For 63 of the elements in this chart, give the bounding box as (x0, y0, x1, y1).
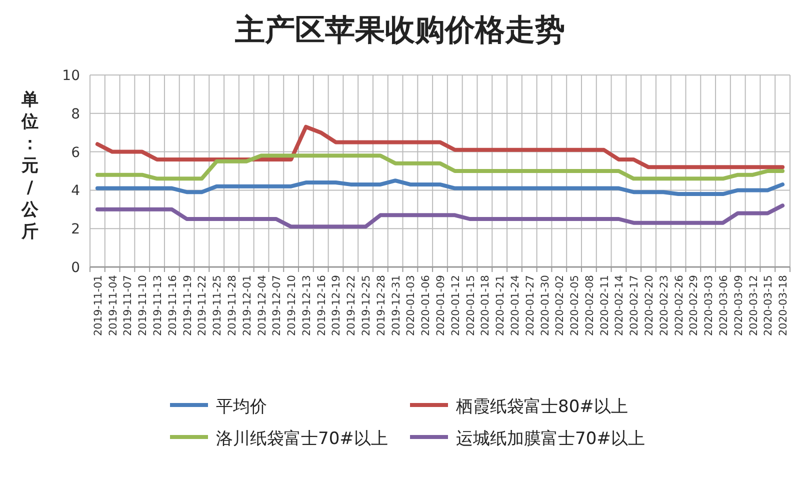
x-tick-label: 2020-03-03 (703, 275, 716, 336)
x-tick-label: 2020-02-20 (644, 275, 656, 336)
x-tick-label: 2020-01-03 (405, 275, 418, 336)
x-tick-label: 2019-12-07 (271, 275, 284, 336)
x-tick-label: 2020-01-12 (450, 275, 462, 336)
line-series (95, 178, 785, 196)
line-series (95, 124, 785, 170)
x-tick-label: 2019-12-13 (300, 275, 313, 336)
x-tick-label: 2019-11-07 (122, 275, 134, 336)
x-tick-label: 2019-12-01 (241, 275, 254, 336)
x-tick-label: 2020-01-30 (539, 275, 552, 336)
chart-title: 主产区苹果收购价格走势 (234, 13, 565, 48)
x-tick-label: 2020-01-06 (420, 274, 432, 336)
x-tick-label: 2019-12-19 (330, 275, 343, 336)
x-tick-label: 2020-03-12 (748, 275, 760, 336)
x-tick-label: 2019-11-13 (152, 275, 164, 336)
x-tick-label: 2020-01-21 (494, 275, 507, 336)
y-axis-title: 单位：元/公斤 (20, 90, 40, 242)
legend-label: 栖霞纸袋富士80#以上 (455, 397, 628, 417)
x-tick-label: 2020-02-11 (598, 275, 611, 336)
x-tick-label: 2019-11-16 (166, 274, 179, 336)
x-tick-label: 2019-12-25 (360, 275, 373, 336)
legend-label: 平均价 (216, 397, 267, 417)
y-tick-label: 8 (71, 106, 80, 122)
x-tick-label: 2019-11-22 (196, 275, 209, 336)
x-tick-label: 2020-03-06 (718, 274, 730, 336)
x-tick-label: 2020-03-18 (778, 275, 790, 336)
x-tick-label: 2020-01-27 (524, 275, 536, 336)
x-tick-label: 2019-12-28 (375, 275, 388, 336)
x-tick-label: 2020-02-26 (673, 274, 686, 336)
x-tick-label: 2020-01-18 (480, 275, 492, 336)
x-tick-label: 2020-02-23 (658, 275, 670, 336)
x-tick-label: 2019-11-01 (92, 275, 104, 336)
x-tick-label: 2020-02-05 (569, 275, 582, 336)
x-tick-label: 2020-02-02 (554, 275, 566, 336)
legend-label: 运城纸加膜富士70#以上 (456, 429, 645, 449)
x-tick-label: 2020-03-15 (762, 275, 775, 336)
x-tick-label: 2019-11-10 (137, 275, 150, 336)
x-tick-label: 2020-01-15 (464, 275, 477, 336)
x-tick-label: 2020-03-09 (732, 275, 745, 336)
x-tick-label: 2019-12-31 (390, 275, 402, 336)
x-tick-label: 2020-02-14 (614, 274, 626, 336)
x-tick-label: 2020-01-09 (435, 275, 447, 336)
y-tick-label: 4 (71, 183, 80, 200)
x-tick-label: 2020-01-24 (509, 274, 522, 336)
x-tick-label: 2019-11-28 (226, 275, 238, 336)
y-tick-label: 6 (71, 144, 80, 161)
x-tick-label: 2019-11-25 (212, 275, 224, 336)
y-tick-label: 2 (71, 222, 80, 238)
x-tick-label: 2020-02-29 (688, 275, 700, 336)
x-tick-label: 2019-11-04 (107, 274, 120, 336)
x-tick-label: 2019-12-04 (256, 274, 268, 336)
y-tick-label: 0 (71, 260, 80, 276)
x-tick-label: 2019-12-16 (316, 274, 328, 336)
x-tick-label: 2020-02-08 (584, 275, 596, 336)
line-series (95, 154, 785, 181)
line-series (95, 204, 785, 229)
legend-label: 洛川纸袋富士70#以上 (216, 429, 388, 449)
x-tick-label: 2019-12-10 (286, 275, 298, 336)
x-tick-label: 2019-11-19 (182, 275, 194, 336)
y-tick-label: 10 (62, 68, 80, 84)
x-tick-label: 2019-12-22 (346, 275, 358, 336)
x-tick-label: 2020-02-17 (628, 275, 641, 336)
